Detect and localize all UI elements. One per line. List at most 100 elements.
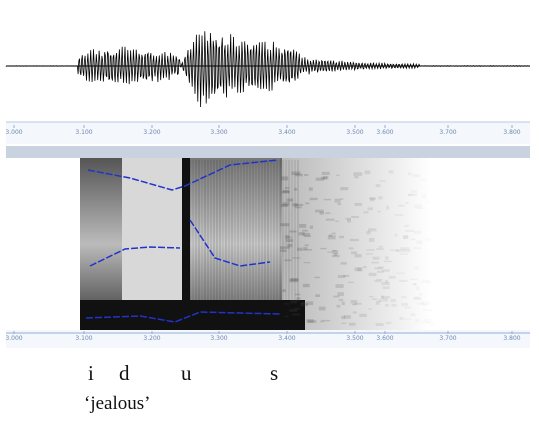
segment: s bbox=[270, 361, 278, 385]
noise bbox=[382, 286, 390, 290]
noise bbox=[396, 272, 405, 274]
tick-label: 3.000 bbox=[5, 335, 22, 342]
noise bbox=[386, 205, 390, 210]
noise bbox=[421, 179, 425, 180]
noise bbox=[388, 275, 396, 279]
noise bbox=[318, 306, 326, 311]
noise bbox=[408, 193, 418, 196]
noise bbox=[334, 198, 341, 203]
noise bbox=[404, 306, 411, 309]
noise bbox=[286, 198, 294, 202]
formant-tracks bbox=[85, 159, 281, 323]
noise bbox=[292, 257, 301, 259]
noise bbox=[309, 225, 314, 229]
tick-label: 3.300 bbox=[210, 335, 227, 342]
noise bbox=[413, 283, 417, 286]
noise bbox=[321, 171, 330, 175]
noise bbox=[289, 278, 299, 283]
noise bbox=[351, 251, 358, 255]
noise bbox=[374, 280, 382, 283]
noise bbox=[395, 249, 403, 253]
noise bbox=[366, 230, 371, 235]
noise bbox=[287, 243, 293, 248]
noise bbox=[331, 250, 337, 252]
noise bbox=[280, 249, 287, 252]
noise bbox=[343, 315, 351, 319]
noise bbox=[341, 322, 347, 324]
noise bbox=[284, 315, 289, 318]
noise bbox=[367, 207, 373, 211]
noise bbox=[302, 229, 308, 232]
tick-label: 3.100 bbox=[75, 335, 92, 342]
noise bbox=[353, 172, 363, 176]
noise bbox=[299, 224, 307, 228]
noise bbox=[401, 296, 407, 299]
noise bbox=[374, 267, 383, 270]
noise bbox=[303, 262, 311, 264]
noise bbox=[293, 187, 298, 191]
noise bbox=[282, 202, 290, 206]
noise bbox=[390, 249, 400, 252]
noise bbox=[354, 267, 363, 272]
noise bbox=[302, 232, 311, 236]
noise bbox=[363, 211, 369, 214]
noise bbox=[296, 247, 303, 251]
spectrogram-axis bbox=[6, 330, 530, 348]
noise bbox=[338, 298, 344, 302]
noise bbox=[422, 195, 426, 199]
noise bbox=[352, 311, 357, 314]
noise bbox=[406, 224, 410, 227]
noise bbox=[299, 303, 309, 307]
segment: i bbox=[88, 361, 94, 385]
noise bbox=[331, 232, 336, 235]
noise bbox=[380, 295, 384, 299]
noise bbox=[430, 324, 434, 326]
noise bbox=[333, 295, 340, 298]
noise bbox=[411, 190, 417, 193]
noise bbox=[404, 225, 408, 227]
noise bbox=[415, 296, 420, 299]
noise bbox=[382, 298, 388, 302]
tick-label: 3.300 bbox=[210, 129, 227, 136]
noise bbox=[321, 319, 331, 322]
noise bbox=[377, 266, 384, 269]
noise bbox=[327, 235, 336, 240]
noise bbox=[319, 211, 325, 215]
noise bbox=[307, 320, 317, 323]
noise bbox=[410, 278, 419, 281]
noise bbox=[413, 230, 422, 234]
noise bbox=[371, 298, 378, 300]
noise bbox=[280, 246, 285, 250]
noise bbox=[282, 189, 290, 193]
tick-label: 3.000 bbox=[5, 129, 22, 136]
noise bbox=[427, 201, 430, 203]
noise bbox=[381, 282, 390, 286]
noise bbox=[290, 300, 298, 304]
noise bbox=[294, 203, 304, 206]
noise bbox=[365, 253, 373, 255]
noise bbox=[341, 301, 345, 306]
noise bbox=[336, 304, 341, 308]
noise bbox=[337, 202, 342, 206]
tick-label: 3.400 bbox=[278, 335, 295, 342]
noise bbox=[345, 217, 351, 220]
noise bbox=[416, 240, 422, 244]
noise bbox=[369, 295, 374, 298]
noise bbox=[413, 247, 422, 249]
noise bbox=[285, 235, 290, 239]
separator bbox=[6, 146, 530, 158]
waveform bbox=[5, 31, 530, 108]
noise bbox=[294, 206, 302, 209]
noise bbox=[385, 256, 389, 260]
noise bbox=[368, 308, 372, 310]
noise bbox=[400, 247, 410, 251]
gloss: ‘jealous’ bbox=[84, 393, 150, 414]
noise bbox=[339, 235, 345, 239]
noise bbox=[332, 250, 339, 255]
noise bbox=[340, 198, 344, 200]
noise bbox=[410, 313, 416, 317]
noise bbox=[354, 175, 359, 179]
noise bbox=[325, 212, 331, 214]
noise bbox=[376, 278, 383, 281]
spectrogram bbox=[80, 158, 434, 330]
